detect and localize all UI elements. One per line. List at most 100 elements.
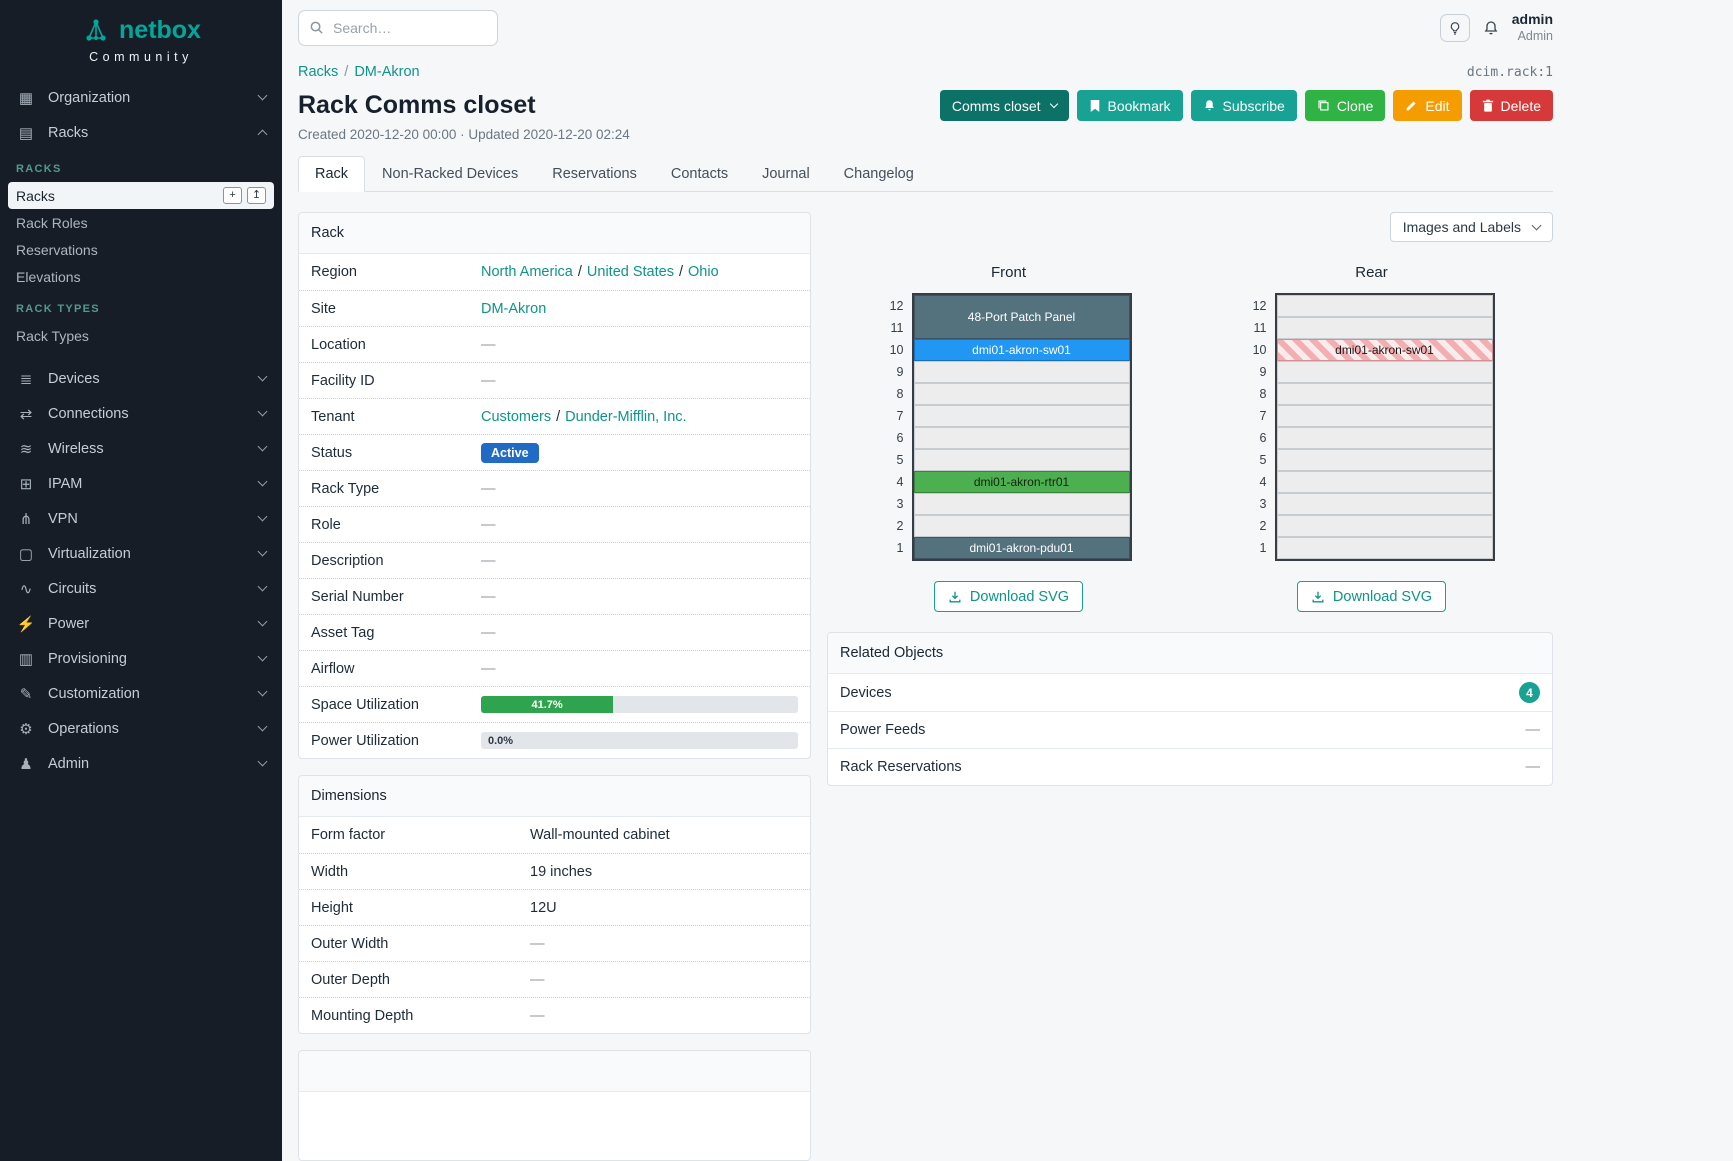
racks-icon: ▤ [18,124,34,142]
field-label: Description [311,552,384,569]
notifications-button[interactable] [1483,20,1499,36]
devices-count-badge: 4 [1519,682,1540,703]
sidebar-item[interactable]: ✎ Customization [0,676,282,711]
edit-button[interactable]: Edit [1393,90,1462,121]
field-value: 0.0% [481,732,798,749]
title-row: Rack Comms closet Comms closet Bookmark … [298,90,1553,121]
chevron-down-icon [257,756,268,767]
rack-unit-number: 7 [896,409,904,423]
download-svg-front-button[interactable]: Download SVG [933,581,1084,612]
rack-empty-slot [1276,493,1493,515]
rack-unit-number: 7 [1259,409,1267,423]
add-icon[interactable]: + [223,187,242,204]
tab[interactable]: Rack [298,156,366,192]
delete-button[interactable]: Delete [1469,90,1553,121]
sidebar-item-label: Racks [16,187,55,204]
search-input[interactable] [298,10,498,46]
sidebar-item[interactable]: ⚡ Power [0,606,282,641]
subscribe-button[interactable]: Subscribe [1190,90,1297,121]
sidebar-item[interactable]: ⊞ IPAM [0,466,282,501]
rack-unit-number: 1 [896,541,904,555]
rack-unit-number: 6 [896,431,904,445]
right-column: Images and Labels Front 12 11 10 9 8 7 6 5 4 3 2 1 … [827,212,1553,802]
sidebar-item[interactable]: ▥ Provisioning [0,641,282,676]
download-icon [949,591,961,602]
sidebar-item[interactable]: ⋔ VPN [0,501,282,536]
field-value: — [481,480,496,497]
power-utilization-bar: 0.0% [481,732,798,749]
rack-unit-number: 11 [1253,321,1267,335]
site-link[interactable]: DM-Akron [481,300,547,317]
field-label: Tenant [311,408,355,425]
panel-title: Dimensions [299,776,810,817]
object-reference: dcim.rack:1 [1466,64,1553,80]
field-value: — [481,372,496,389]
rack-empty-slot [1276,471,1493,493]
download-svg-rear-button[interactable]: Download SVG [1296,581,1447,612]
sidebar-item[interactable]: ▢ Virtualization [0,536,282,571]
breadcrumb-row: Racks / DM-Akron dcim.rack:1 [298,64,1553,80]
rack-device[interactable]: dmi01-akron-pdu01 [913,537,1130,559]
breadcrumb-link-racks[interactable]: Racks [298,64,339,80]
sidebar-items-bottom: ≣ Devices ⇄ Connections ≋ Wireless [0,361,282,781]
rack-selector-dropdown[interactable]: Comms closet [939,90,1069,121]
tab[interactable]: Journal [745,156,827,192]
netbox-logo[interactable]: netbox Community [0,0,282,72]
related-rack-reservations-row[interactable]: Rack Reservations — [828,748,1552,785]
related-devices-row[interactable]: Devices 4 [828,674,1552,711]
field-label: Facility ID [311,372,375,389]
unit-rail: 12 11 10 9 8 7 6 5 4 3 2 1 [886,293,904,559]
field-value: 12U [530,899,557,916]
ipam-icon: ⊞ [19,475,33,493]
region-link[interactable]: United States [586,264,674,280]
chevron-down-icon [257,686,268,697]
sidebar-item-racks[interactable]: ▤ Racks [0,115,282,150]
rack-empty-slot [913,515,1130,537]
sidebar-item[interactable]: ≣ Devices [0,361,282,396]
chevron-down-icon [257,90,268,101]
sidebar-item-elevations[interactable]: Elevations [8,263,274,290]
chevron-down-icon [257,476,268,487]
sidebar-item-racks-list[interactable]: Racks + ↥ [8,182,274,209]
rack-device[interactable]: dmi01-akron-sw01 [913,339,1130,361]
view-selector-dropdown[interactable]: Images and Labels [1389,212,1553,242]
field-label: Status [311,444,353,461]
clone-button[interactable]: Clone [1304,90,1386,121]
sidebar-item[interactable]: ♟ Admin [0,746,282,781]
sidebar-item-organization[interactable]: ▦ Organization [0,80,282,115]
region-link[interactable]: North America [481,264,573,280]
import-icon[interactable]: ↥ [247,187,266,204]
tenant-link[interactable]: Dunder-Mifflin, Inc. [565,408,687,425]
dimensions-panel: Dimensions Form factor Wall-mounted cabi… [298,775,811,1034]
region-link[interactable]: Ohio [688,264,719,280]
sidebar-item-label: Rack Types [16,327,89,344]
sidebar-item-rack-types[interactable]: Rack Types [8,322,274,349]
sidebar-item[interactable]: ≋ Wireless [0,431,282,466]
tab[interactable]: Changelog [827,156,931,192]
rack-device[interactable]: dmi01-akron-rtr01 [913,471,1130,493]
rack-device[interactable]: 48-Port Patch Panel [913,295,1130,339]
bookmark-button[interactable]: Bookmark [1076,90,1183,121]
sidebar-item-label: Racks [48,124,89,141]
tab[interactable]: Contacts [654,156,745,192]
related-power-feeds-row[interactable]: Power Feeds — [828,711,1552,748]
breadcrumb-link-site[interactable]: DM-Akron [354,64,420,80]
tab[interactable]: Non-Racked Devices [365,156,535,192]
user-menu[interactable]: admin Admin [1512,11,1553,44]
tenant-group-link[interactable]: Customers [481,408,552,425]
lightbulb-icon [1450,21,1460,35]
tab[interactable]: Reservations [535,156,654,192]
rack-empty-slot [913,449,1130,471]
theme-toggle-button[interactable] [1439,14,1470,42]
sidebar-item-reservations[interactable]: Reservations [8,236,274,263]
field-row-rack-type: Rack Type — [299,470,810,506]
sidebar-item[interactable]: ∿ Circuits [0,571,282,606]
sidebar-item[interactable]: ⇄ Connections [0,396,282,431]
operations-icon: ⚙ [19,720,33,738]
sidebar-item-label: Circuits [48,580,97,597]
provisioning-icon: ▥ [18,650,34,668]
rack-device[interactable]: dmi01-akron-sw01 [1276,339,1493,361]
sidebar-item-rack-roles[interactable]: Rack Roles [8,209,274,236]
sidebar-item[interactable]: ⚙ Operations [0,711,282,746]
chevron-down-icon [257,546,268,557]
